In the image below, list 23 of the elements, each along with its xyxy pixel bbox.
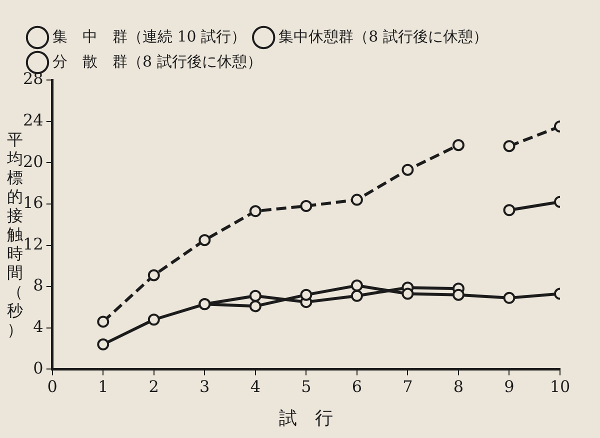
- y-tick-label: 0: [33, 358, 44, 378]
- y-tick-label: 8: [33, 276, 44, 295]
- x-tick-label: 5: [301, 376, 312, 396]
- legend-label: 集中休憩群（8 試行後に休憩）: [278, 27, 488, 46]
- text: 平均標的接触時間（秒）: [7, 130, 23, 339]
- y-tick-label: 12: [23, 234, 44, 254]
- x-tick-label: 3: [200, 376, 210, 396]
- legend-label: 分 散 群（8 試行後に休憩）: [52, 52, 262, 70]
- y-tick-label: 16: [23, 193, 44, 212]
- x-tick-label: 0: [47, 376, 58, 396]
- legend-label: 集 中 群（連続 10 試行）: [52, 27, 246, 46]
- x-tick-label: 6: [352, 376, 362, 396]
- y-tick-label: 4: [33, 317, 44, 336]
- x-tick-label: 1: [98, 376, 108, 396]
- y-tick-label: 24: [23, 110, 44, 130]
- x-axis-title: 試 行: [279, 408, 334, 429]
- x-tick-label: 9: [504, 376, 514, 396]
- x-tick-label: 4: [250, 376, 261, 396]
- y-tick-label: 20: [23, 152, 44, 171]
- x-tick-label: 8: [453, 376, 464, 396]
- x-tick-label: 10: [550, 376, 570, 396]
- x-tick-label: 2: [148, 376, 159, 396]
- x-tick-label: 7: [402, 376, 413, 396]
